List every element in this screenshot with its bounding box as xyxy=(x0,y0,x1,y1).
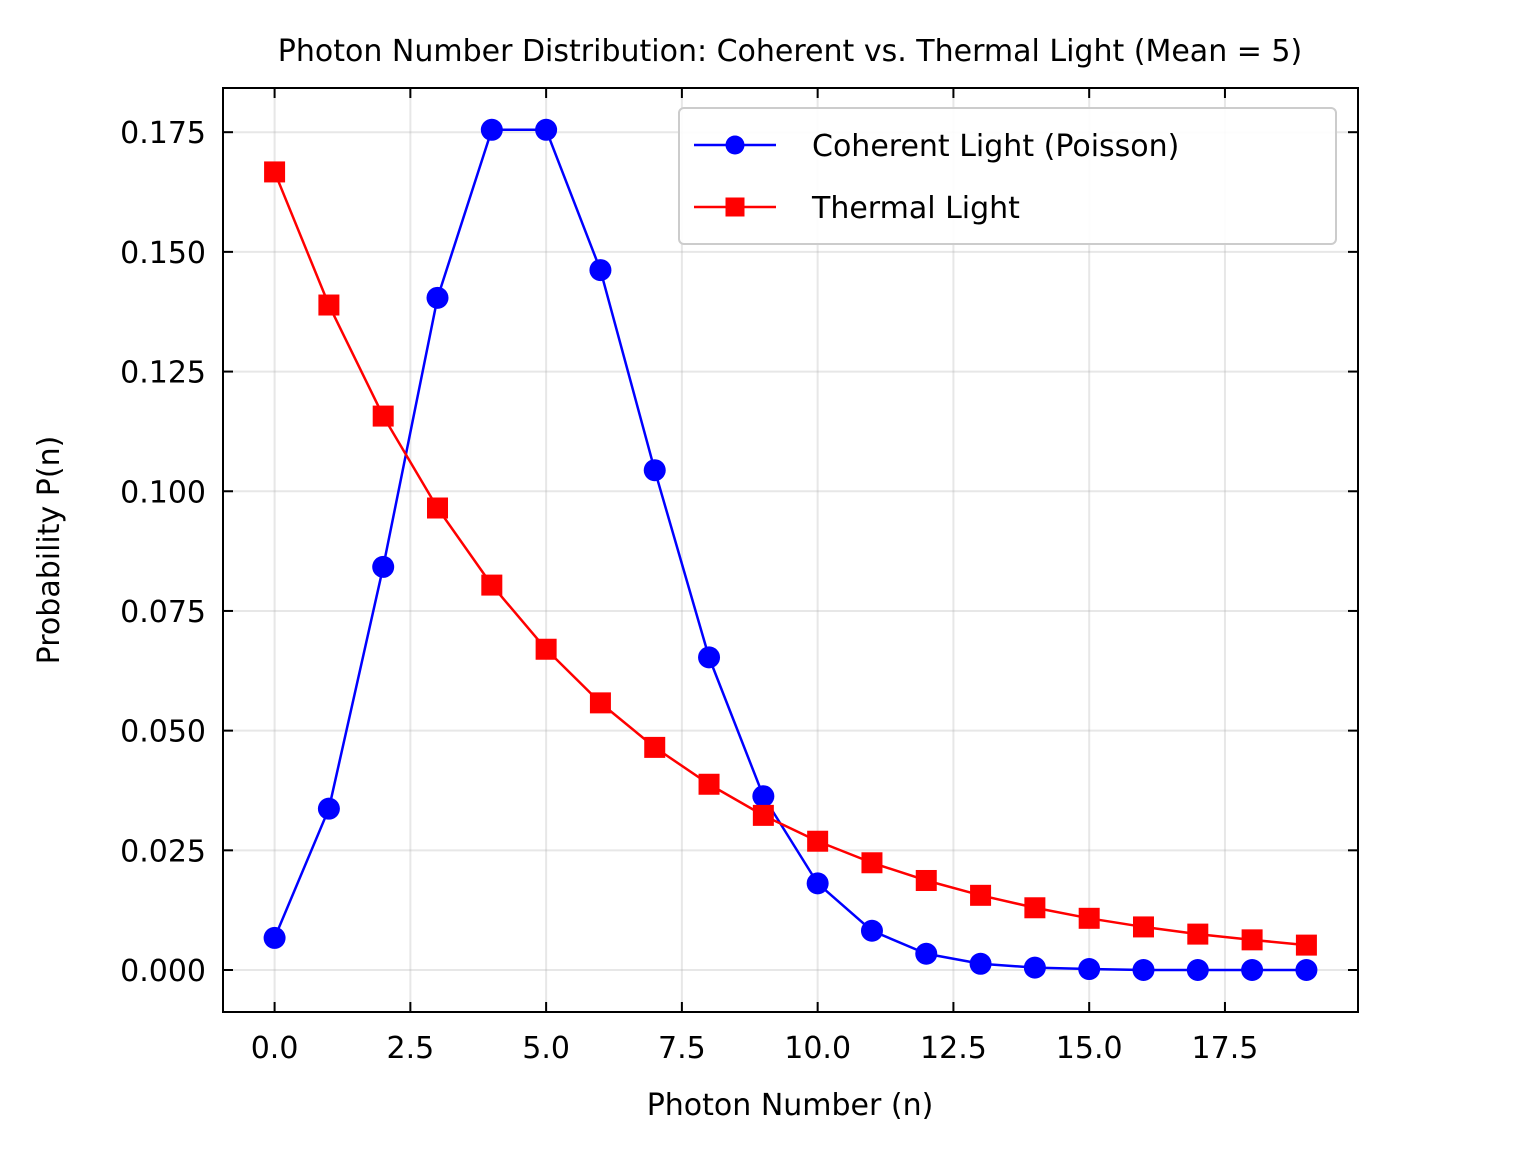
data-point-thermal xyxy=(1078,907,1100,929)
data-point-coherent xyxy=(1186,959,1209,982)
data-point-thermal xyxy=(698,773,720,795)
data-point-thermal xyxy=(318,294,340,316)
data-point-coherent xyxy=(589,259,612,282)
data-point-coherent xyxy=(317,797,340,820)
y-tick-label: 0.100 xyxy=(120,475,206,510)
data-point-coherent xyxy=(535,118,558,141)
chart-title: Photon Number Distribution: Coherent vs.… xyxy=(278,34,1302,69)
x-tick-label: 0.0 xyxy=(251,1031,299,1066)
data-point-thermal xyxy=(1024,897,1046,919)
data-point-coherent xyxy=(969,952,992,975)
y-tick-label: 0.125 xyxy=(120,356,206,391)
y-tick-label: 0.175 xyxy=(120,116,206,151)
data-point-coherent xyxy=(806,872,829,895)
data-point-thermal xyxy=(481,574,503,596)
x-tick-label: 2.5 xyxy=(386,1031,434,1066)
y-tick-label: 0.150 xyxy=(120,236,206,271)
legend: Coherent Light (Poisson) Thermal Light xyxy=(678,107,1337,245)
data-point-coherent xyxy=(372,555,395,578)
x-tick-label: 7.5 xyxy=(658,1031,706,1066)
series-thermal xyxy=(264,161,1317,956)
data-point-thermal xyxy=(807,830,829,852)
data-point-thermal xyxy=(1187,923,1209,945)
data-point-coherent xyxy=(426,286,449,309)
x-tick-label: 17.5 xyxy=(1192,1031,1259,1066)
data-point-coherent xyxy=(752,785,775,808)
x-axis-label: Photon Number (n) xyxy=(647,1088,934,1123)
series-line-coherent xyxy=(273,128,1307,972)
legend-marker-thermal xyxy=(725,197,745,217)
series-layer xyxy=(263,118,1318,982)
data-point-coherent xyxy=(1295,959,1318,982)
y-axis-label: Probability P(n) xyxy=(32,436,67,665)
data-point-thermal xyxy=(372,405,394,427)
legend-box xyxy=(678,107,1337,245)
data-point-coherent xyxy=(860,919,883,942)
plot-frame xyxy=(222,87,1359,1013)
data-point-thermal xyxy=(861,852,883,874)
data-point-thermal xyxy=(752,804,774,826)
data-point-thermal xyxy=(535,638,557,660)
data-point-coherent xyxy=(263,926,286,949)
data-point-thermal xyxy=(427,497,449,519)
data-point-coherent xyxy=(915,942,938,965)
legend-marker-coherent xyxy=(725,135,745,155)
data-point-coherent xyxy=(1132,959,1155,982)
y-tick-label: 0.050 xyxy=(120,715,206,750)
x-tick-label: 5.0 xyxy=(522,1031,570,1066)
legend-label-thermal: Thermal Light xyxy=(811,191,1020,226)
data-point-coherent xyxy=(643,459,666,482)
data-point-coherent xyxy=(698,646,721,669)
series-line-thermal xyxy=(273,171,1307,947)
data-point-thermal xyxy=(1241,929,1263,951)
data-point-coherent xyxy=(1078,958,1101,981)
y-tick-label: 0.075 xyxy=(120,595,206,630)
data-point-thermal xyxy=(264,161,286,183)
data-point-thermal xyxy=(1295,934,1317,956)
data-point-coherent xyxy=(1241,959,1264,982)
data-point-thermal xyxy=(1132,916,1154,938)
data-point-coherent xyxy=(1023,956,1046,979)
x-tick-label: 10.0 xyxy=(784,1031,851,1066)
x-tick-label: 12.5 xyxy=(920,1031,987,1066)
legend-label-coherent: Coherent Light (Poisson) xyxy=(812,129,1179,164)
data-point-thermal xyxy=(589,692,611,714)
series-coherent xyxy=(263,118,1318,982)
data-point-thermal xyxy=(970,884,992,906)
x-tick-label: 15.0 xyxy=(1056,1031,1123,1066)
axis-ticks: 0.0 2.5 5.0 7.5 10.0 12.5 15.0 17.5 0.000 0.025 0.… xyxy=(120,88,1358,1066)
data-point-thermal xyxy=(915,869,937,891)
data-point-coherent xyxy=(480,118,503,141)
data-point-thermal xyxy=(644,736,666,758)
y-tick-label: 0.025 xyxy=(120,834,206,869)
y-tick-label: 0.000 xyxy=(120,954,206,989)
